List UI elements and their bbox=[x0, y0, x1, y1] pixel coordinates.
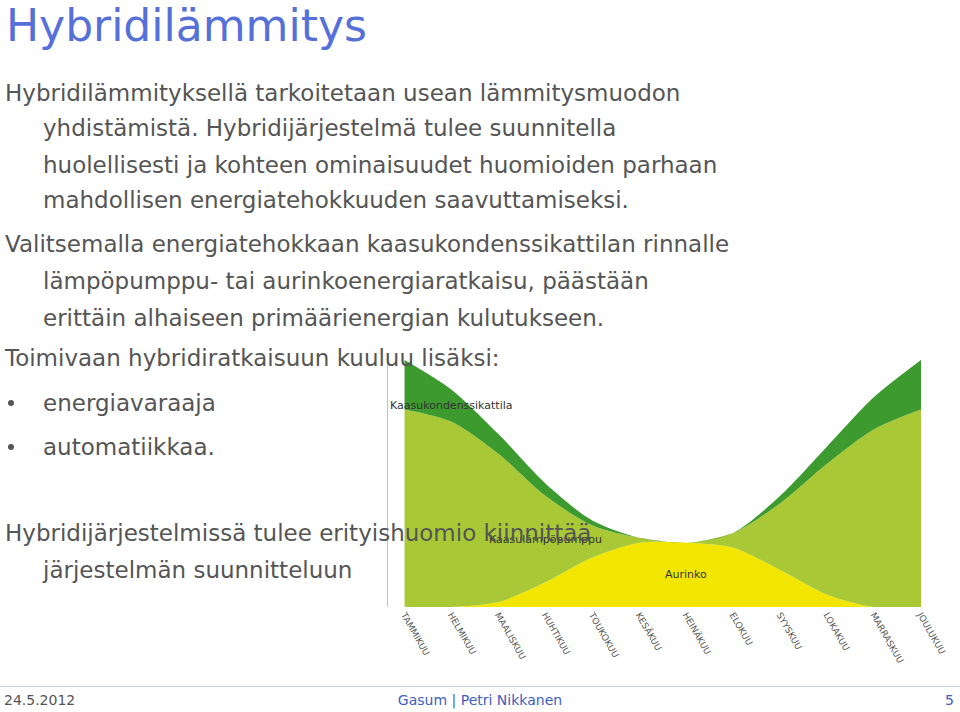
svg-text:LOKAKUU: LOKAKUU bbox=[821, 611, 851, 653]
svg-text:KESÄKUU: KESÄKUU bbox=[634, 611, 664, 653]
svg-text:Aurinko: Aurinko bbox=[665, 568, 707, 581]
html-text:Valitsemalla energiatehokkaan: Valitsemalla energiatehokkaan kaasukonde… bbox=[5, 231, 730, 257]
svg-text:MARRASKUU: MARRASKUU bbox=[868, 611, 905, 665]
html-text:Hybridilämmitys: Hybridilämmitys bbox=[6, 0, 367, 51]
html-text:Hybridijärjestelmissä tulee er: Hybridijärjestelmissä tulee erityishuomi… bbox=[5, 520, 592, 546]
svg-text:ELOKUU: ELOKUU bbox=[728, 611, 755, 647]
html-text:järjestelmän suunnitteluun: järjestelmän suunnitteluun bbox=[43, 557, 353, 583]
svg-text:TOUKOKUU: TOUKOKUU bbox=[586, 610, 620, 660]
html-text:Toimivaan hybridiratkaisuun ku: Toimivaan hybridiratkaisuun kuuluu lisäk… bbox=[5, 345, 500, 371]
html-text:Hybridilämmityksellä tarkoitet: Hybridilämmityksellä tarkoitetaan usean … bbox=[5, 80, 681, 106]
html-text:mahdollisen energiatehokkuuden: mahdollisen energiatehokkuuden saavuttam… bbox=[43, 187, 629, 213]
html-text:automatiikkaa.: automatiikkaa. bbox=[43, 434, 215, 460]
svg-text:HUHTIKUU: HUHTIKUU bbox=[540, 611, 572, 657]
svg-text:TAMMIKUU: TAMMIKUU bbox=[398, 610, 431, 657]
html-text:yhdistämistä. Hybridijärjestel: yhdistämistä. Hybridijärjestelmä tulee s… bbox=[43, 115, 617, 141]
html-text:huolellisesti ja kohteen omina: huolellisesti ja kohteen ominaisuudet hu… bbox=[43, 152, 718, 178]
svg-text:HEINÄKUU: HEINÄKUU bbox=[681, 611, 713, 657]
svg-text:Kaasukondenssikattila: Kaasukondenssikattila bbox=[390, 399, 513, 412]
svg-text:SYYSKUU: SYYSKUU bbox=[775, 611, 804, 652]
html-text:lämpöpumppu- tai aurinkoenergi: lämpöpumppu- tai aurinkoenergiaratkaisu,… bbox=[43, 268, 649, 294]
svg-text:HELMIKUU: HELMIKUU bbox=[446, 611, 478, 656]
html-text:energiavaraaja: energiavaraaja bbox=[43, 390, 216, 416]
svg-text:MAALISKUU: MAALISKUU bbox=[493, 611, 528, 662]
html-text:erittäin alhaiseen primääriene: erittäin alhaiseen primäärienergian kulu… bbox=[43, 305, 605, 331]
svg-text:JOULUKUU: JOULUKUU bbox=[915, 610, 947, 656]
html-text:5: 5 bbox=[945, 692, 954, 708]
html-text:24.5.2012: 24.5.2012 bbox=[4, 692, 76, 708]
html-text:Gasum | Petri Nikkanen: Gasum | Petri Nikkanen bbox=[397, 692, 563, 708]
